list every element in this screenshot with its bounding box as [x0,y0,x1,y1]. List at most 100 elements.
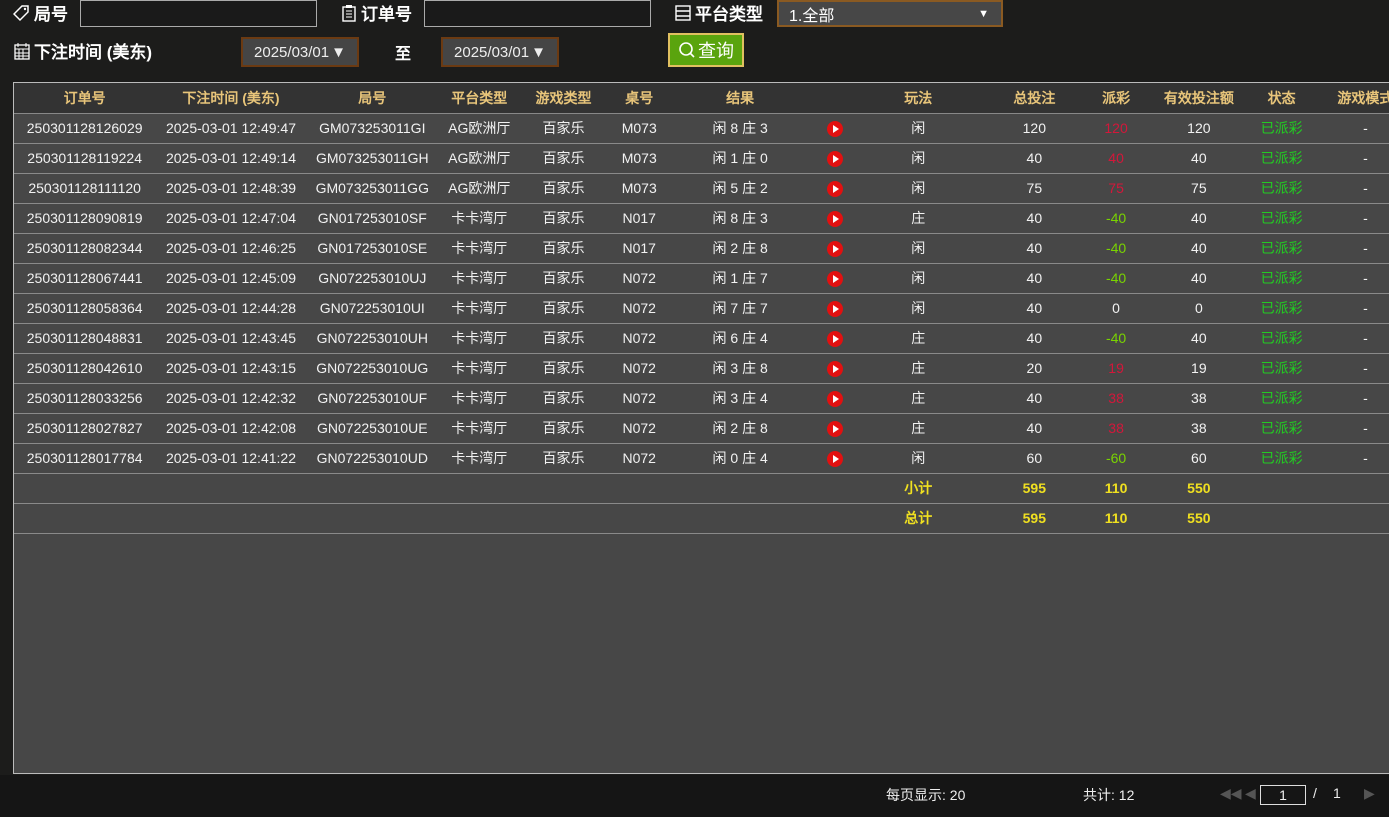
replay-cell [808,383,862,414]
date-from-picker[interactable]: 2025/03/01 ▼ [241,37,359,67]
bet-time-cell: 2025-03-01 12:44:28 [155,293,307,324]
bet-type-cell: 闲 [861,113,975,144]
order-id-cell: 250301128126029 [14,113,156,144]
game-mode-cell: - [1303,413,1389,444]
game-type-cell: 百家乐 [520,173,607,204]
first-page-icon[interactable]: ◀◀ [1220,785,1242,801]
play-video-icon[interactable] [827,330,843,347]
round-id-cell: GM073253011GG [306,173,438,204]
valid-bet-cell: 19 [1138,353,1260,384]
order-id-cell: 250301128067441 [14,263,156,294]
play-video-icon[interactable] [827,270,843,287]
round-input[interactable] [80,0,317,27]
table-id-cell: M073 [606,173,673,204]
round-id-cell: GN072253010UG [306,353,438,384]
platform-cell: 卡卡湾厅 [437,203,521,234]
empty-cell [437,473,521,504]
payout-cell: -40 [1093,233,1139,264]
total-payout: 110 [1093,503,1139,534]
empty-cell [520,503,607,534]
play-video-icon[interactable] [827,300,843,317]
bet-time-cell: 2025-03-01 12:42:32 [155,383,307,414]
platform-select[interactable]: 1.全部 ▼ [777,0,1003,27]
game-type-cell: 百家乐 [520,293,607,324]
play-video-icon[interactable] [827,120,843,137]
game-type-cell: 百家乐 [520,143,607,174]
valid-bet-cell: 120 [1138,113,1260,144]
order-id-cell: 250301128027827 [14,413,156,444]
column-header: 结果 [672,83,809,114]
bet-time-cell: 2025-03-01 12:45:09 [155,263,307,294]
page-input[interactable]: 1 [1260,785,1306,805]
order-input[interactable] [424,0,651,27]
bet-type-cell: 庄 [861,413,975,444]
valid-bet-cell: 75 [1138,173,1260,204]
game-mode-cell: - [1303,383,1389,414]
payout-cell: 75 [1093,173,1139,204]
table-row: 250301128111120 2025-03-01 12:48:39 GM0732… [14,173,1389,204]
valid-bet-cell: 38 [1138,413,1260,444]
platform-cell: AG欧洲厅 [437,173,521,204]
play-video-icon[interactable] [827,360,843,377]
empty-cell [1259,473,1304,504]
round-id-cell: GN017253010SF [306,203,438,234]
total-bet-cell: 40 [974,413,1094,444]
status-cell: 已派彩 [1259,353,1304,384]
to-label: 至 [395,46,412,63]
game-type-cell: 百家乐 [520,203,607,234]
prev-page-icon[interactable]: ◀ [1245,785,1256,801]
play-video-icon[interactable] [827,180,843,197]
date-from-value: 2025/03/01 [254,43,330,61]
payout-cell: 40 [1093,143,1139,174]
game-mode-cell: - [1303,233,1389,264]
game-type-cell: 百家乐 [520,323,607,354]
query-button[interactable]: 查询 [668,33,744,67]
empty-cell [306,473,438,504]
valid-bet-cell: 40 [1138,323,1260,354]
table-id-cell: N072 [606,323,673,354]
game-type-cell: 百家乐 [520,413,607,444]
play-video-icon[interactable] [827,240,843,257]
table-id-cell: N017 [606,233,673,264]
order-id-cell: 250301128119224 [14,143,156,174]
play-video-icon[interactable] [827,210,843,227]
empty-cell [1303,503,1389,534]
payout-cell: 38 [1093,383,1139,414]
date-to-picker[interactable]: 2025/03/01 ▼ [441,37,559,67]
table-row: 250301128119224 2025-03-01 12:49:14 GM0732… [14,143,1389,174]
play-video-icon[interactable] [827,420,843,437]
order-id-cell: 250301128058364 [14,293,156,324]
game-type-cell: 百家乐 [520,113,607,144]
dropdown-arrow-icon: ▼ [531,43,546,61]
replay-cell [808,413,862,444]
tag-icon [13,4,29,21]
total-label: 总计 [861,503,975,534]
empty-cell [808,473,862,504]
total-bet-cell: 60 [974,443,1094,474]
table-id-cell: N072 [606,413,673,444]
platform-cell: 卡卡湾厅 [437,383,521,414]
total-total-bet: 595 [974,503,1094,534]
column-header: 平台类型 [437,83,521,114]
bet-type-cell: 闲 [861,233,975,264]
result-cell: 闲 0 庄 4 [672,443,809,474]
next-page-icon[interactable]: ▶ [1364,785,1375,801]
game-type-cell: 百家乐 [520,353,607,384]
valid-bet-cell: 60 [1138,443,1260,474]
play-video-icon[interactable] [827,450,843,467]
valid-bet-cell: 40 [1138,233,1260,264]
column-header: 订单号 [14,83,156,114]
table-row: 250301128017784 2025-03-01 12:41:22 GN0722… [14,443,1389,474]
payout-cell: 120 [1093,113,1139,144]
platform-cell: 卡卡湾厅 [437,413,521,444]
bet-records-table: 订单号 下注时间 (美东) 局号 平台类型 游戏类型 桌号 结果 玩法 总投注 派彩 有效投注额 状态… [13,82,1389,774]
play-video-icon[interactable] [827,390,843,407]
replay-cell [808,203,862,234]
platform-label: 平台类型 [674,0,763,25]
play-video-icon[interactable] [827,150,843,167]
bet-time-cell: 2025-03-01 12:43:45 [155,323,307,354]
column-header [808,83,862,114]
payout-cell: -40 [1093,263,1139,294]
time-label: 下注时间 (美东) [13,38,152,63]
order-label: 订单号 [340,0,412,25]
